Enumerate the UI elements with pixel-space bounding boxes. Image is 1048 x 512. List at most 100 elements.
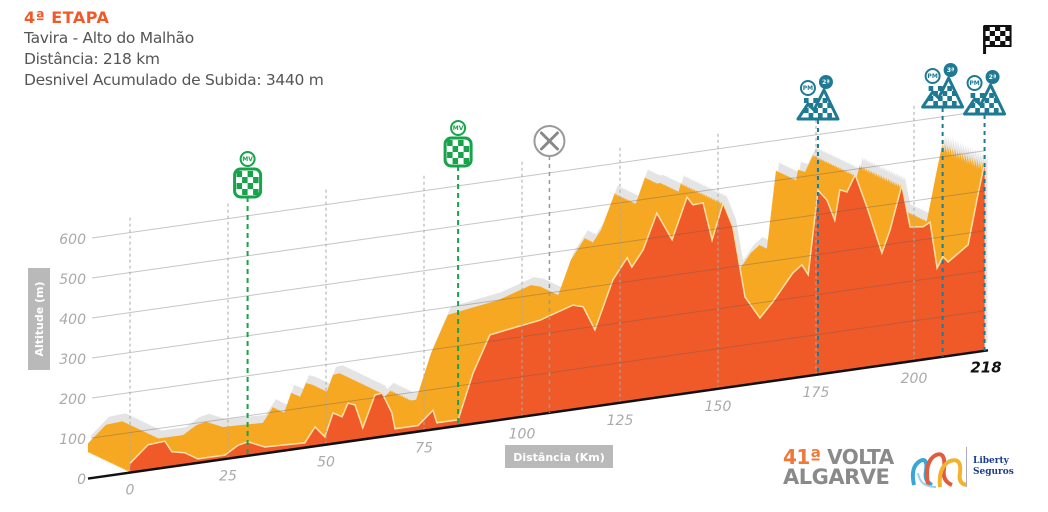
checker-square [247, 171, 254, 177]
checker-square [984, 26, 990, 31]
checker-square [447, 140, 453, 146]
checker-square [951, 101, 957, 106]
mountain-prize-label: PM [969, 80, 979, 87]
sprint-badge [450, 120, 467, 136]
x-axis-title: Distância (Km) [505, 445, 613, 468]
checker-square [803, 108, 809, 113]
x-end-label: 218 [970, 359, 1001, 377]
mountain-category-badge [943, 63, 958, 77]
altitude-gridline [91, 230, 986, 359]
checker-square [463, 158, 470, 164]
checker-square [984, 98, 990, 103]
cyclists-logo-icon [910, 452, 967, 488]
marker-mountain: PM 3ª [921, 63, 965, 357]
y-axis-title: Altitude (m) [28, 268, 50, 370]
checker-square [994, 26, 1001, 31]
checker-square [975, 98, 980, 103]
x-tick-label: 125 [607, 413, 634, 429]
altitude-gridline [91, 110, 986, 239]
checker-square [933, 91, 938, 96]
altitude-gridline [91, 270, 986, 399]
distance-baseline [87, 349, 989, 480]
fork-knife-icon [539, 131, 559, 151]
checker-square [458, 140, 464, 146]
sponsor-logo: Liberty Seguros [973, 456, 1014, 478]
checker-square [242, 189, 248, 195]
marker-sprint: MV [443, 120, 473, 426]
sprint-badge [239, 151, 256, 167]
checker-square [447, 152, 453, 158]
mountain-prize-badge [799, 80, 816, 96]
marker-mountain: PM 2ª [963, 70, 1007, 351]
checker-square [970, 93, 976, 98]
x-tick-label: 200 [901, 371, 928, 387]
x-tick-label: 50 [317, 455, 335, 471]
route-name: Tavira - Alto do Malhão [24, 29, 194, 47]
profile-outline [129, 162, 986, 464]
sponsor-name-1: Liberty [973, 456, 1009, 466]
checker-square [808, 113, 814, 118]
checker-square [827, 103, 832, 108]
y-axis-title-box [28, 268, 50, 370]
checker-square [975, 108, 980, 113]
checker-square [236, 183, 243, 189]
checker-square [1000, 31, 1006, 36]
checker-square [989, 41, 995, 46]
checker-square [813, 98, 818, 103]
mountain-category-badge [985, 70, 1000, 84]
x-tick-label: 150 [705, 399, 732, 415]
mountain-category-label: 3ª [947, 67, 955, 74]
checker-square [993, 98, 999, 103]
checker-square [253, 177, 259, 183]
checker-square [951, 91, 957, 96]
profile-front-area [130, 162, 985, 473]
x-tick-label: 100 [509, 427, 536, 443]
logo-volta: VOLTA [827, 445, 894, 469]
stage-header: 4ª ETAPA Tavira - Alto do Malhão Distânc… [24, 8, 324, 91]
sponsor-name-2: Seguros [973, 467, 1014, 477]
checker-square [452, 158, 459, 164]
sprint-badge-label: MV [453, 125, 464, 132]
profile-shadow-layer [91, 134, 946, 445]
logo-edition: 41ª [783, 445, 821, 469]
y-tick-label: 100 [59, 432, 86, 448]
altitude-gridlines [91, 110, 986, 439]
marker-feed [533, 125, 566, 413]
mountain-category-label: 2ª [989, 74, 997, 81]
x-axis-title-box [505, 445, 613, 468]
checker-square [827, 113, 832, 118]
checker-square [947, 86, 952, 91]
profile-top-layer [88, 142, 943, 453]
checker-square [942, 91, 948, 96]
race-logo: 41ª VOLTA ALGARVE Liberty Seguros [783, 447, 1023, 492]
checker-square [979, 93, 985, 98]
mountain-prize-label: PM [803, 85, 813, 92]
checker-square [937, 86, 943, 91]
checker-square [463, 146, 470, 152]
checker-square [928, 86, 934, 91]
checker-square [813, 108, 818, 113]
checker-square [947, 96, 952, 101]
checker-square [994, 36, 1001, 41]
y-axis-title-text: Altitude (m) [33, 281, 46, 356]
y-tick-label: 500 [59, 272, 86, 288]
checker-square [817, 113, 823, 118]
mountain-prize-label: PM [927, 73, 937, 80]
mountain-prize-badge [966, 75, 983, 91]
altitude-gridline [91, 310, 986, 439]
route-markers: MV MV PM 2ª PM 3ª PM 2ª [233, 25, 1012, 456]
stage-number: 4ª ETAPA [24, 8, 110, 27]
checker-square [1005, 26, 1011, 31]
checker-square [236, 171, 243, 177]
x-tick-label: 175 [803, 385, 830, 401]
mountain-category-badge [818, 75, 833, 89]
marker-finish [983, 25, 1012, 54]
checker-square [942, 101, 948, 106]
marker-mountain: PM 2ª [796, 75, 840, 375]
x-tick-label: 25 [219, 469, 237, 485]
checker-square [822, 108, 828, 113]
sprint-badge-label: MV [242, 156, 253, 163]
y-tick-label: 400 [59, 312, 86, 328]
checker-square [989, 31, 995, 36]
